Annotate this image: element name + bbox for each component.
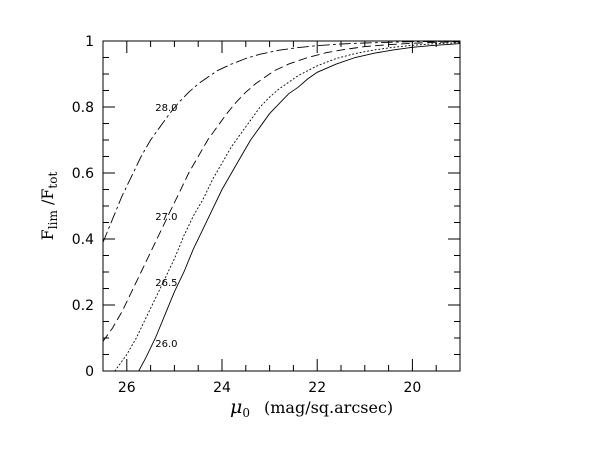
x-tick-label: 26: [118, 380, 136, 396]
x-tick-label: 20: [403, 380, 421, 396]
x-axis-symbol: μ: [230, 396, 242, 418]
x-axis-title: μ0 (mag/sq.arcsec): [230, 396, 393, 420]
curve-label: 28.0: [155, 103, 177, 114]
x-axis-symbol-sub: 0: [242, 406, 250, 420]
curve-label: 26.5: [155, 278, 177, 289]
curve-label: 26.0: [155, 339, 177, 350]
x-axis-units: (mag/sq.arcsec): [264, 398, 393, 417]
plot-frame: [102, 40, 461, 372]
ticks: [102, 40, 461, 372]
curve-dashed: [102, 41, 461, 342]
x-tick-label: 22: [308, 380, 326, 396]
y-tick-label: 0.2: [72, 298, 94, 314]
y-axis-title: Flim /Ftot: [38, 172, 60, 241]
curve-dotted: [114, 42, 461, 372]
y-tick-label: 0: [85, 364, 94, 380]
y-tick-label: 1: [85, 34, 94, 50]
y-axis-sub-1: lim: [46, 210, 60, 230]
y-tick-label: 0.6: [72, 166, 94, 182]
y-axis-main-1: F: [38, 229, 57, 240]
y-axis-sep: /F: [38, 189, 57, 211]
curve-dashdot: [102, 40, 461, 243]
curve-labels: 26.0 26.5 27.0 28.0: [155, 103, 177, 350]
x-tick-label: 24: [213, 380, 231, 396]
curve-label: 27.0: [155, 212, 177, 223]
y-tick-label: 0.4: [72, 232, 94, 248]
curves: [102, 40, 461, 372]
y-tick-label: 0.8: [72, 100, 94, 116]
y-axis-sub-2: tot: [46, 172, 60, 189]
tick-labels: 26 24 22 20 0 0.2 0.4 0.6 0.8 1: [72, 34, 422, 396]
curve-solid: [138, 43, 461, 372]
